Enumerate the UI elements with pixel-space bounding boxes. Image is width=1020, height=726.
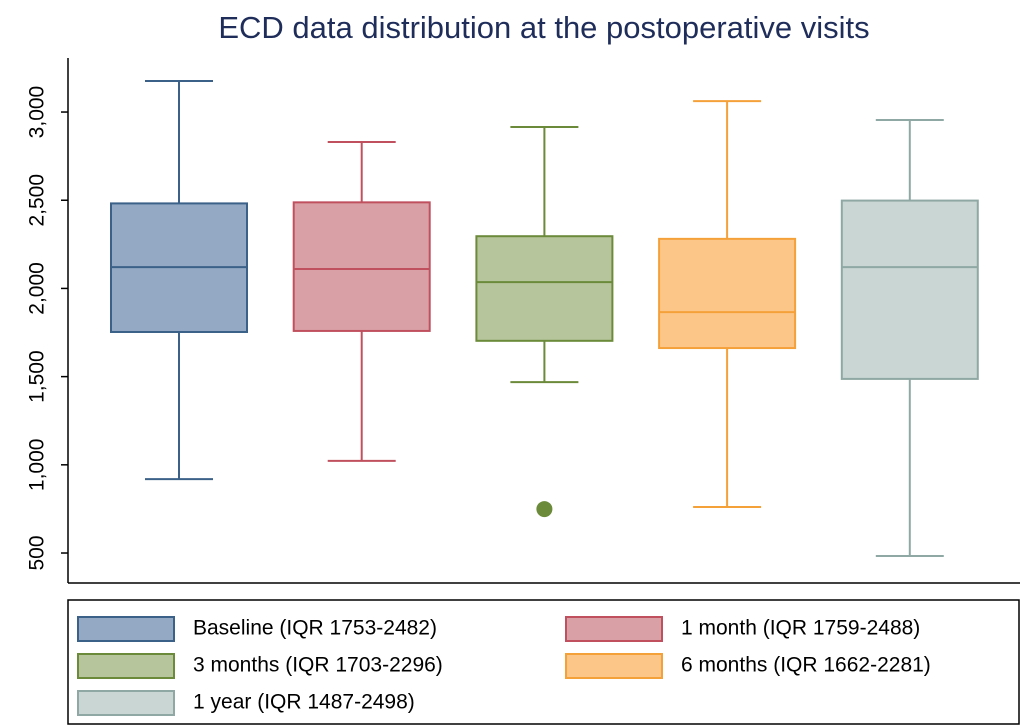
- legend-label: 1 year (IQR 1487-2498): [193, 691, 415, 714]
- box: [475, 235, 614, 342]
- legend-label: 3 months (IQR 1703-2296): [193, 654, 443, 677]
- y-tick-label: 2,000: [26, 262, 49, 315]
- legend-swatch: [77, 653, 175, 679]
- legend-swatch: [565, 616, 663, 642]
- legend-swatch: [77, 616, 175, 642]
- y-tick-label: 1,000: [26, 439, 49, 492]
- box: [292, 201, 431, 332]
- y-tick-label: 1,500: [26, 350, 49, 403]
- legend-swatch: [565, 653, 663, 679]
- box: [658, 237, 797, 350]
- outlier: [536, 501, 553, 518]
- chart-title: ECD data distribution at the postoperati…: [218, 10, 869, 45]
- legend-label: Baseline (IQR 1753-2482): [193, 617, 437, 640]
- legend-swatch: [77, 690, 175, 716]
- y-tick-label: 2,500: [26, 174, 49, 227]
- y-tick-label: 3,000: [26, 86, 49, 139]
- legend-label: 1 month (IQR 1759-2488): [681, 617, 920, 640]
- legend: [67, 599, 1020, 725]
- box: [840, 199, 979, 380]
- y-tick-label: 500: [26, 535, 49, 570]
- legend-label: 6 months (IQR 1662-2281): [681, 654, 931, 677]
